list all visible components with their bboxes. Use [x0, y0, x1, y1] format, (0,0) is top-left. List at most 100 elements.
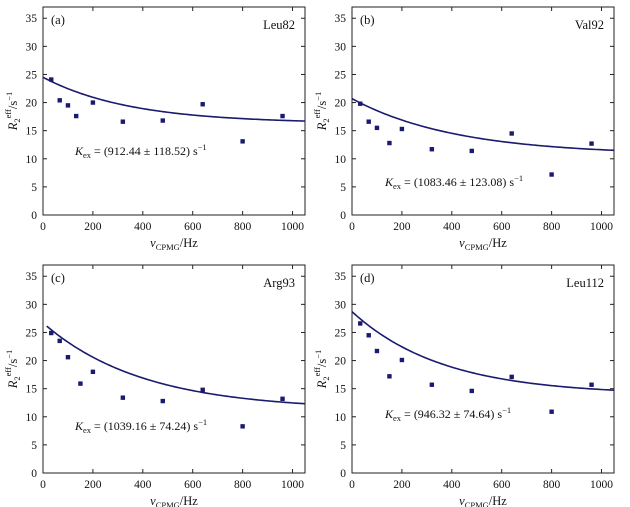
data-point	[160, 118, 165, 123]
residue-title: Leu82	[263, 18, 295, 32]
x-tick-label: 400	[443, 479, 461, 491]
chart-panel-1: 0 200 400 600 800 1000 0 5 10 15 20 25 30 35 (a) Leu82 K…	[3, 6, 306, 252]
y-tick-label: 5	[340, 182, 346, 194]
data-point	[469, 388, 474, 394]
x-tick-label: 1000	[590, 479, 613, 491]
x-tick-label: 400	[134, 479, 152, 491]
panel-label: (b)	[360, 13, 375, 27]
data-point	[366, 333, 371, 338]
data-point	[65, 354, 71, 360]
data-point	[240, 424, 245, 429]
data-point	[73, 113, 79, 119]
data-point	[49, 77, 54, 82]
data-point	[90, 369, 96, 375]
data-point	[509, 131, 514, 136]
x-tick-label: 800	[234, 479, 252, 491]
data-point	[200, 387, 205, 392]
data-point	[374, 348, 380, 354]
x-tick-label: 0	[349, 221, 355, 233]
y-tick-label: 30	[26, 41, 38, 53]
data-point	[387, 374, 392, 379]
x-tick-label: 400	[134, 221, 152, 233]
data-point	[469, 148, 474, 154]
y-axis-label: R2eff/s−1	[312, 350, 331, 390]
data-point	[549, 409, 554, 414]
fit-curve	[351, 311, 615, 392]
x-tick-label: 1000	[281, 479, 304, 491]
plot-frame	[42, 264, 306, 474]
y-tick-label: 15	[26, 384, 38, 396]
y-tick-label: 15	[26, 126, 38, 138]
x-tick-label: 400	[443, 221, 461, 233]
data-point	[160, 398, 165, 404]
x-axis-label: νCPMG/Hz	[459, 236, 507, 252]
y-tick-label: 35	[335, 13, 347, 25]
y-tick-label: 10	[335, 154, 347, 166]
y-tick-label: 25	[335, 327, 347, 339]
y-tick-label: 0	[31, 468, 37, 480]
data-point	[399, 126, 405, 132]
y-tick-label: 20	[335, 356, 347, 368]
panel-label: (a)	[51, 13, 65, 27]
data-point	[120, 119, 126, 124]
chart-panel-2: 0 200 400 600 800 1000 0 5 10 15 20 25 30 35 (b) Val92 K…	[312, 6, 615, 252]
x-tick-label: 600	[184, 221, 202, 233]
y-tick-label: 25	[26, 327, 38, 339]
y-tick-label: 15	[335, 126, 347, 138]
x-tick-label: 0	[40, 221, 46, 233]
data-point	[589, 141, 594, 146]
fit-curve	[46, 325, 306, 405]
y-tick-label: 5	[31, 182, 37, 194]
kex-annotation: Kex = (912.44 ± 118.52) s−1	[74, 142, 207, 160]
x-tick-label: 600	[493, 221, 511, 233]
plot-frame	[351, 264, 615, 474]
data-point	[240, 139, 245, 144]
fit-curve	[351, 97, 615, 152]
x-axis-label: νCPMG/Hz	[150, 494, 198, 507]
data-point	[280, 396, 285, 401]
x-tick-label: 600	[184, 479, 202, 491]
y-axis-label: R2eff/s−1	[312, 92, 331, 132]
panel-label: (c)	[51, 271, 65, 285]
y-tick-label: 5	[31, 440, 37, 452]
data-point	[387, 140, 392, 146]
x-tick-label: 800	[543, 479, 561, 491]
kex-annotation: Kex = (1083.46 ± 123.08) s−1	[384, 173, 523, 191]
x-tick-label: 0	[349, 479, 355, 491]
data-point	[200, 102, 205, 107]
y-tick-label: 35	[335, 271, 347, 283]
kex-annotation: Kex = (1039.16 ± 74.24) s−1	[74, 417, 207, 435]
y-tick-label: 20	[26, 98, 38, 110]
y-axis-label: R2eff/s−1	[3, 350, 22, 390]
y-tick-label: 10	[335, 412, 347, 424]
x-axis-label: νCPMG/Hz	[459, 494, 507, 507]
x-tick-label: 1000	[281, 221, 304, 233]
data-point	[358, 321, 363, 326]
x-tick-label: 800	[543, 221, 561, 233]
data-point	[65, 103, 71, 108]
y-tick-label: 20	[335, 98, 347, 110]
y-tick-label: 0	[31, 210, 37, 222]
data-point	[549, 172, 554, 177]
data-point	[90, 100, 96, 105]
data-point	[589, 382, 594, 387]
y-tick-label: 30	[26, 299, 38, 311]
y-tick-label: 10	[26, 412, 38, 424]
y-tick-label: 25	[26, 69, 38, 81]
y-tick-label: 30	[335, 299, 347, 311]
kex-annotation: Kex = (946.32 ± 74.64) s−1	[384, 405, 511, 423]
fit-curve	[42, 76, 306, 122]
data-point	[78, 381, 83, 386]
data-point	[49, 330, 54, 336]
residue-title: Leu112	[566, 276, 604, 290]
chart-panel-3: 0 200 400 600 800 1000 0 5 10 15 20 25 30 35 (c) Arg93 K…	[3, 264, 306, 507]
data-point	[366, 119, 371, 124]
data-point	[399, 357, 405, 363]
y-tick-label: 20	[26, 356, 38, 368]
y-tick-label: 15	[335, 384, 347, 396]
x-tick-label: 800	[234, 221, 252, 233]
plot-frame	[42, 6, 306, 216]
x-tick-label: 200	[393, 479, 411, 491]
y-tick-label: 5	[340, 440, 346, 452]
